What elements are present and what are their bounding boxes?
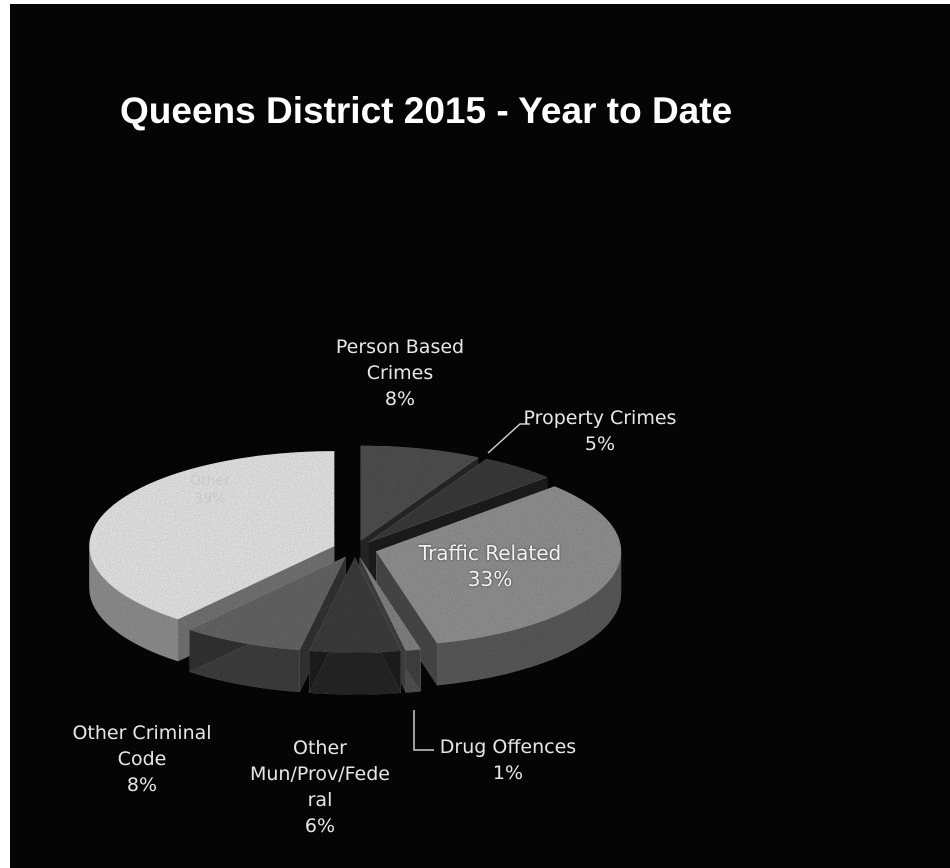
chart-frame: Queens District 2015 - Year to Date Pers… (10, 4, 950, 868)
slice-label-other: Other 39% (160, 472, 260, 508)
slice-side-other-mun-prov-fede-ral (309, 650, 401, 695)
slice-label-drug-offences: Drug Offences 1% (428, 734, 588, 786)
slice-label-person-based-value: 8% (384, 388, 416, 410)
slice-label-other-criminal-line1: Other Criminal (72, 722, 212, 744)
slice-property-crimes (368, 459, 548, 543)
slice-label-drug-offences-line1: Drug Offences (439, 736, 577, 758)
slice-label-other-line1: Other (190, 473, 230, 489)
slice-side-other (89, 546, 179, 662)
slice-label-traffic-related-value: 33% (467, 567, 513, 591)
slice-label-other-value: 39% (194, 491, 226, 507)
slice-wall-traffic-related-1 (376, 551, 438, 686)
leader-line-property-crimes (487, 423, 530, 454)
slice-traffic-related (376, 486, 622, 644)
leader-line-drug-offences (413, 710, 434, 751)
slice-label-other-mun-line2: Mun/Prov/Fede (250, 763, 390, 785)
slice-label-other-criminal-code: Other Criminal Code 8% (62, 720, 222, 798)
slice-label-person-based-line1: Person Based (335, 336, 465, 358)
slice-label-person-based-line2: Crimes (366, 362, 434, 384)
slice-label-other-mun-value: 6% (304, 815, 336, 837)
slice-other (89, 451, 335, 620)
slice-other-mun-prov-fede-ral (309, 557, 401, 653)
slice-label-other-mun-line3: ral (307, 789, 333, 811)
slice-label-drug-offences-value: 1% (492, 762, 524, 784)
slice-label-traffic-related: Traffic Related 33% (410, 540, 570, 592)
pie-chart (89, 423, 622, 751)
slice-label-other-mun-prov-federal: Other Mun/Prov/Fede ral 6% (235, 735, 405, 839)
slice-label-property-crimes-value: 5% (584, 433, 616, 455)
slice-side-traffic-related (437, 551, 622, 686)
slice-label-other-criminal-value: 8% (126, 774, 158, 796)
slice-label-traffic-related-line1: Traffic Related (418, 541, 562, 565)
slice-other-criminal-code (189, 556, 346, 651)
slice-label-property-crimes: Property Crimes 5% (510, 405, 690, 457)
chart-title: Queens District 2015 - Year to Date (120, 90, 733, 131)
slice-label-person-based: Person Based Crimes 8% (310, 334, 490, 412)
slice-drug-offences (359, 557, 421, 651)
slice-label-other-mun-line1: Other (293, 737, 347, 759)
slice-person-based-crimes (360, 445, 479, 541)
slice-label-other-criminal-line2: Code (117, 748, 167, 770)
slice-label-property-crimes-line1: Property Crimes (523, 407, 677, 429)
